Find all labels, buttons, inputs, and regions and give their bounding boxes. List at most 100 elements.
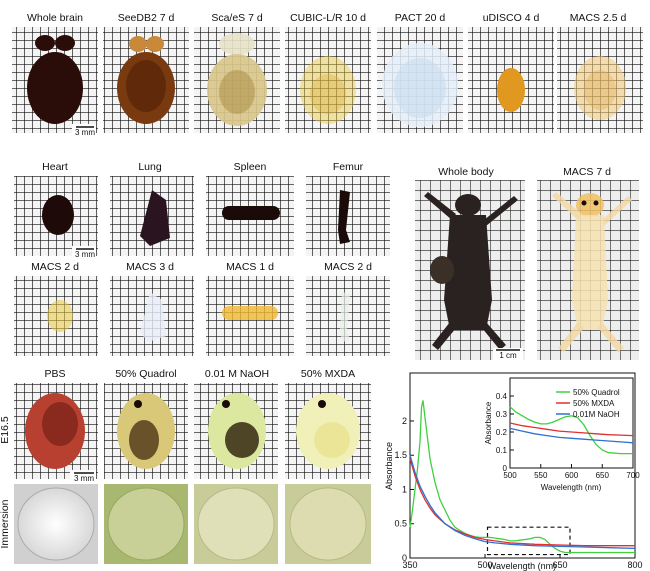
embryo-naoh <box>208 393 266 469</box>
label-spleen: Spleen <box>234 161 267 173</box>
x-tick-label: 350 <box>402 560 417 570</box>
series-line-0 <box>509 406 633 455</box>
series-line-2 <box>409 455 636 550</box>
x-tick-label: 600 <box>565 471 579 480</box>
row-label-immersion: Immersion <box>0 499 11 548</box>
y-tick-label: 0.5 <box>394 519 407 529</box>
inset-x-ticks: 500 550 600 650 700 <box>503 464 640 480</box>
series-line-1 <box>409 458 635 547</box>
main-xlabel: Wavelength (nm) <box>488 561 556 571</box>
label-lung: Lung <box>138 161 162 173</box>
y-tick-label: 0.3 <box>496 410 508 419</box>
label-heart: Heart <box>42 161 68 173</box>
legend-label: 0.01M NaOH <box>573 410 620 419</box>
main-plot-frame <box>409 372 636 559</box>
label-seedb2: SeeDB2 7 d <box>118 12 175 24</box>
macs-heart-sample <box>47 300 73 332</box>
x-tick-label: 700 <box>626 471 640 480</box>
x-tick-label: 550 <box>534 471 548 480</box>
legend-label: 50% MXDA <box>573 399 615 408</box>
y-tick-label: 0.4 <box>496 392 508 401</box>
brain-cubic <box>300 56 356 124</box>
label-udisco: uDISCO 4 d <box>483 12 540 24</box>
highlight-box <box>486 526 571 556</box>
inset-legend: 50% Quadrol 50% MXDA 0.01M NaOH <box>556 388 620 419</box>
label-macs-lung: MACS 3 d <box>126 261 174 273</box>
body-scale-bg <box>493 348 523 360</box>
series-line-0 <box>409 400 635 554</box>
x-tick-label: 650 <box>552 560 567 570</box>
label-mxda: 50% MXDA <box>301 368 355 380</box>
main-series <box>409 400 636 554</box>
label-femur: Femur <box>333 161 364 173</box>
inset-xlabel: Wavelength (nm) <box>541 483 602 492</box>
y-tick-label: 0 <box>402 553 407 563</box>
label-macs-body: MACS 7 d <box>563 166 611 178</box>
brain-udisco <box>497 68 525 112</box>
brain-scales <box>207 33 267 126</box>
brain-scale-label: 3 mm <box>75 128 95 137</box>
embryo-mxda <box>296 393 360 469</box>
dish-mxda <box>289 487 367 561</box>
label-whole-body: Whole body <box>438 166 494 178</box>
main-y-ticks: 0 0.5 1 1.5 2 <box>394 416 414 563</box>
immersion-section: Immersion <box>0 484 371 564</box>
y-tick-label: 0.2 <box>496 428 508 437</box>
series-line-1 <box>509 422 634 437</box>
brain-row: Whole brain SeeDB2 7 d Sca/eS 7 d CUBIC-… <box>12 12 643 137</box>
macs-lung-sample <box>140 292 166 342</box>
label-macs-brain: MACS 2.5 d <box>570 12 627 24</box>
y-tick-label: 0.1 <box>496 446 508 455</box>
x-tick-label: 500 <box>477 560 492 570</box>
label-macs-femur: MACS 2 d <box>324 261 372 273</box>
brain-whole <box>27 35 83 124</box>
inset-y-ticks: 0 0.1 0.2 0.3 0.4 <box>496 392 514 473</box>
label-quadrol: 50% Quadrol <box>115 368 176 380</box>
organ-scale-label: 3 mm <box>75 250 95 259</box>
dish-pbs <box>17 487 95 561</box>
y-tick-label: 2 <box>402 416 407 426</box>
x-tick-label: 650 <box>596 471 610 480</box>
embryo-scale-label: 3 mm <box>74 474 94 483</box>
x-tick-label: 500 <box>503 471 517 480</box>
y-tick-label: 1 <box>402 484 407 494</box>
y-tick-label: 0 <box>503 464 508 473</box>
inset-ylabel: Absorbance <box>484 401 493 444</box>
brain-panel-4 <box>285 27 371 133</box>
dish-quadrol <box>107 487 185 561</box>
inset-series <box>509 406 634 455</box>
legend-label: 50% Quadrol <box>573 388 620 397</box>
brain-macs <box>574 56 626 120</box>
series-line-2 <box>509 427 634 444</box>
body-scale-label: 1 cm <box>499 351 517 360</box>
label-scales: Sca/eS 7 d <box>211 12 263 24</box>
brain-pact <box>382 43 458 127</box>
y-tick-label: 1.5 <box>394 450 407 460</box>
femur-sample <box>338 190 350 244</box>
label-whole-brain: Whole brain <box>27 12 83 24</box>
macs-femur-sample <box>340 292 350 342</box>
embryo-quadrol <box>117 393 175 469</box>
label-naoh: 0.01 M NaOH <box>205 368 269 380</box>
brain-seedb2 <box>117 36 175 124</box>
whole-body-section: Whole body MACS 7 d 1 cm <box>415 166 639 360</box>
mouse-macs <box>552 192 632 352</box>
label-cubic: CUBIC-L/R 10 d <box>290 12 366 24</box>
organs-section: Heart Lung Spleen Femur 3 mm MACS 2 d MA… <box>14 161 390 356</box>
heart-sample <box>42 195 74 235</box>
embryo-section: PBS 50% Quadrol 0.01 M NaOH 50% MXDA E16… <box>0 368 371 483</box>
dish-naoh <box>197 487 275 561</box>
row-label-e165: E16.5 <box>0 416 11 444</box>
mouse-whole <box>424 192 518 350</box>
macs-spleen-sample <box>222 306 278 320</box>
organ-panel-femur <box>306 176 390 256</box>
main-ylabel: Absorbance <box>384 442 394 490</box>
embryo-pbs <box>25 393 85 469</box>
label-macs-heart: MACS 2 d <box>31 261 79 273</box>
main-x-ticks: 350 500 650 800 <box>402 554 643 570</box>
inset-chart: 0 0.1 0.2 0.3 0.4 500 550 600 650 700 50% Quadro… <box>484 377 640 492</box>
x-tick-label: 800 <box>627 560 642 570</box>
spleen-sample <box>222 206 280 220</box>
label-macs-spleen: MACS 1 d <box>226 261 274 273</box>
